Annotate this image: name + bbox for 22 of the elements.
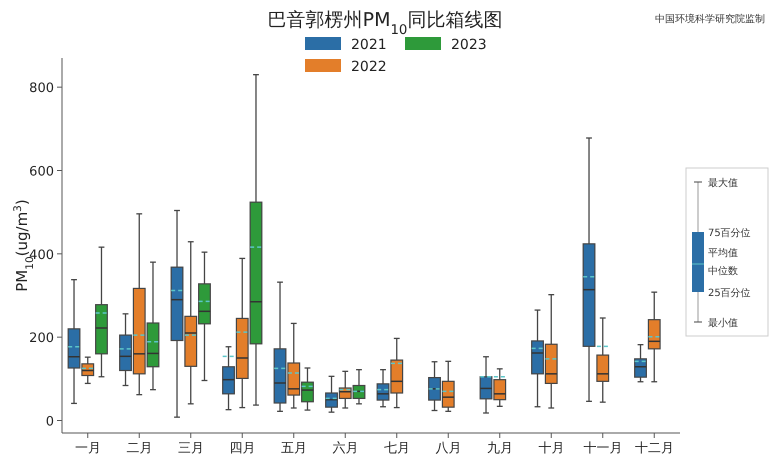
legend-label: 2022 xyxy=(351,59,387,75)
x-tick-label: 八月 xyxy=(435,441,462,456)
box-key: 最大值 75百分位 平均值 中位数 25百分位 最小值 xyxy=(686,168,768,336)
x-tick-label: 九月 xyxy=(486,441,513,456)
x-tick-label: 三月 xyxy=(178,441,204,456)
x-tick-label: 七月 xyxy=(384,441,410,456)
x-tick-label: 一月 xyxy=(74,441,101,456)
y-tick-label: 0 xyxy=(46,414,54,430)
chart-title: 巴音郭楞州PM$_{10}$同比箱线图 xyxy=(268,9,502,38)
y-tick-label: 200 xyxy=(29,331,54,346)
x-tick-label: 六月 xyxy=(332,441,358,456)
legend-label: 2021 xyxy=(351,37,387,53)
x-tick-label: 二月 xyxy=(126,441,152,456)
y-tick-label: 800 xyxy=(29,81,54,96)
x-tick-label: 十二月 xyxy=(634,441,674,456)
text: 中国环境科学研究院监制 xyxy=(655,13,765,25)
x-tick-label: 五月 xyxy=(280,441,307,456)
x-tick-label: 四月 xyxy=(229,441,256,456)
x-tick-label: 十月 xyxy=(538,441,564,456)
y-tick-label: 600 xyxy=(29,164,54,180)
legend-label: 2023 xyxy=(451,37,487,53)
x-tick-label: 十一月 xyxy=(583,441,622,456)
